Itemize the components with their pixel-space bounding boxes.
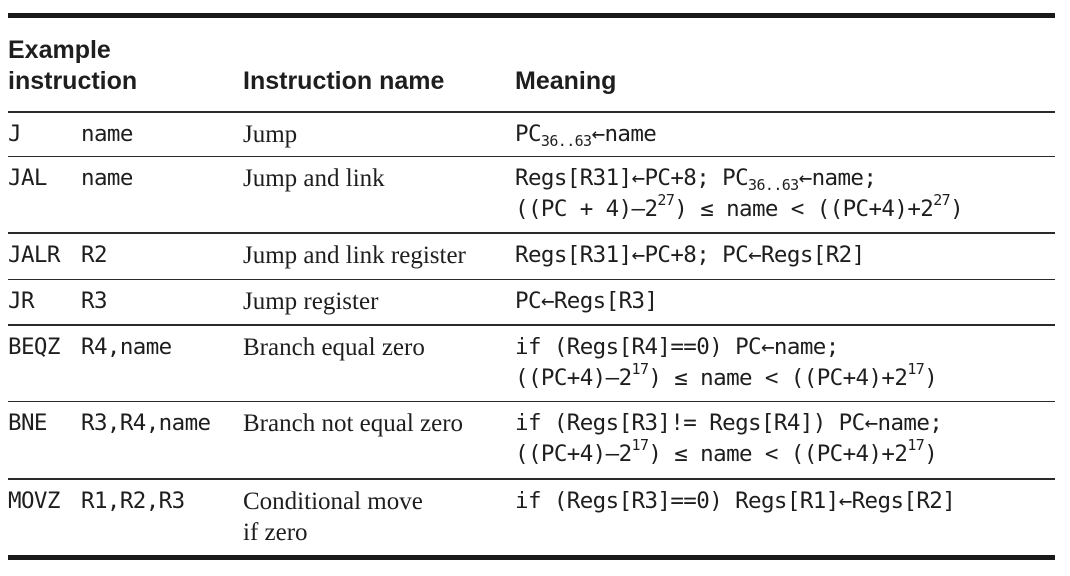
instruction-opcode: JALR xyxy=(8,241,60,268)
instruction-name: Jump xyxy=(243,120,298,148)
instruction-name: Jump register xyxy=(243,288,379,315)
row-divider xyxy=(8,478,1055,480)
instruction-meaning: if (Regs[R3]!= Regs[R4]) PC←name; ((PC+4)… xyxy=(515,410,943,467)
instruction-meaning: if (Regs[R4]==0) PC←name; ((PC+4)–217) ≤ … xyxy=(515,333,938,391)
table-row: BEQZ R4,name Branch equal zero if (Regs[R4]… xyxy=(8,326,1055,401)
header-row: Example instruction Instruction name Mea… xyxy=(8,18,1055,111)
row-divider xyxy=(8,232,1055,234)
instruction-name: Branch not equal zero xyxy=(243,410,464,437)
instruction-meaning: Regs[R31]←PC+8; PC36..63←name; ((PC + 4)–… xyxy=(515,165,964,222)
instruction-meaning: if (Regs[R3]==0) Regs[R1]←Regs[R2] xyxy=(515,487,956,514)
instruction-opcode: BNE xyxy=(8,410,47,436)
instruction-operands: R4,name xyxy=(81,333,172,360)
top-rule xyxy=(8,13,1055,18)
instruction-operands: name xyxy=(81,165,133,191)
instruction-opcode: JAL xyxy=(8,165,47,191)
instruction-operands: R2 xyxy=(81,241,108,268)
instruction-opcode: MOVZ xyxy=(8,487,60,514)
header-meaning: Meaning xyxy=(515,67,617,95)
instruction-name: Jump and link xyxy=(243,165,385,192)
instruction-name: Jump and link register xyxy=(243,241,466,269)
row-divider xyxy=(8,278,1055,280)
table-row: JALR R2 Jump and link register Regs[R31]←PC… xyxy=(8,234,1055,279)
row-divider xyxy=(8,400,1055,402)
table-row: JR R3 Jump register PC←Regs[R3] xyxy=(8,280,1055,324)
instruction-operands: name xyxy=(81,120,133,147)
instruction-meaning: PC←Regs[R3] xyxy=(515,288,658,314)
bottom-rule xyxy=(8,554,1055,560)
header-example-instruction: Example instruction xyxy=(8,35,137,97)
header-col1-line2: instruction xyxy=(8,67,138,95)
instruction-meaning: PC36..63←name xyxy=(515,120,657,150)
header-instruction-name: Instruction name xyxy=(243,67,445,95)
table-row: BNE R3,R4,name Branch not equal zero if (Re… xyxy=(8,402,1055,478)
table-row: JAL name Jump and link Regs[R31]←PC+8; PC36… xyxy=(8,157,1055,232)
instruction-meaning: Regs[R31]←PC+8; PC←Regs[R2] xyxy=(515,241,865,268)
instruction-name: Branch equal zero xyxy=(243,333,425,361)
instruction-name: Conditional move if zero xyxy=(243,487,423,546)
instruction-opcode: BEQZ xyxy=(8,333,60,360)
instruction-opcode: JR xyxy=(8,288,35,314)
row-divider xyxy=(8,324,1055,326)
instruction-opcode: J xyxy=(8,120,22,147)
instruction-operands: R1,R2,R3 xyxy=(81,487,185,514)
instruction-operands: R3 xyxy=(81,288,108,314)
row-divider xyxy=(8,155,1055,157)
instruction-table: Example instruction Instruction name Mea… xyxy=(8,13,1055,560)
header-col1-line1: Example xyxy=(8,36,111,64)
header-rule xyxy=(8,111,1055,113)
instruction-operands: R3,R4,name xyxy=(81,410,211,436)
table-row: MOVZ R1,R2,R3 Conditional move if zero if (R… xyxy=(8,480,1055,555)
